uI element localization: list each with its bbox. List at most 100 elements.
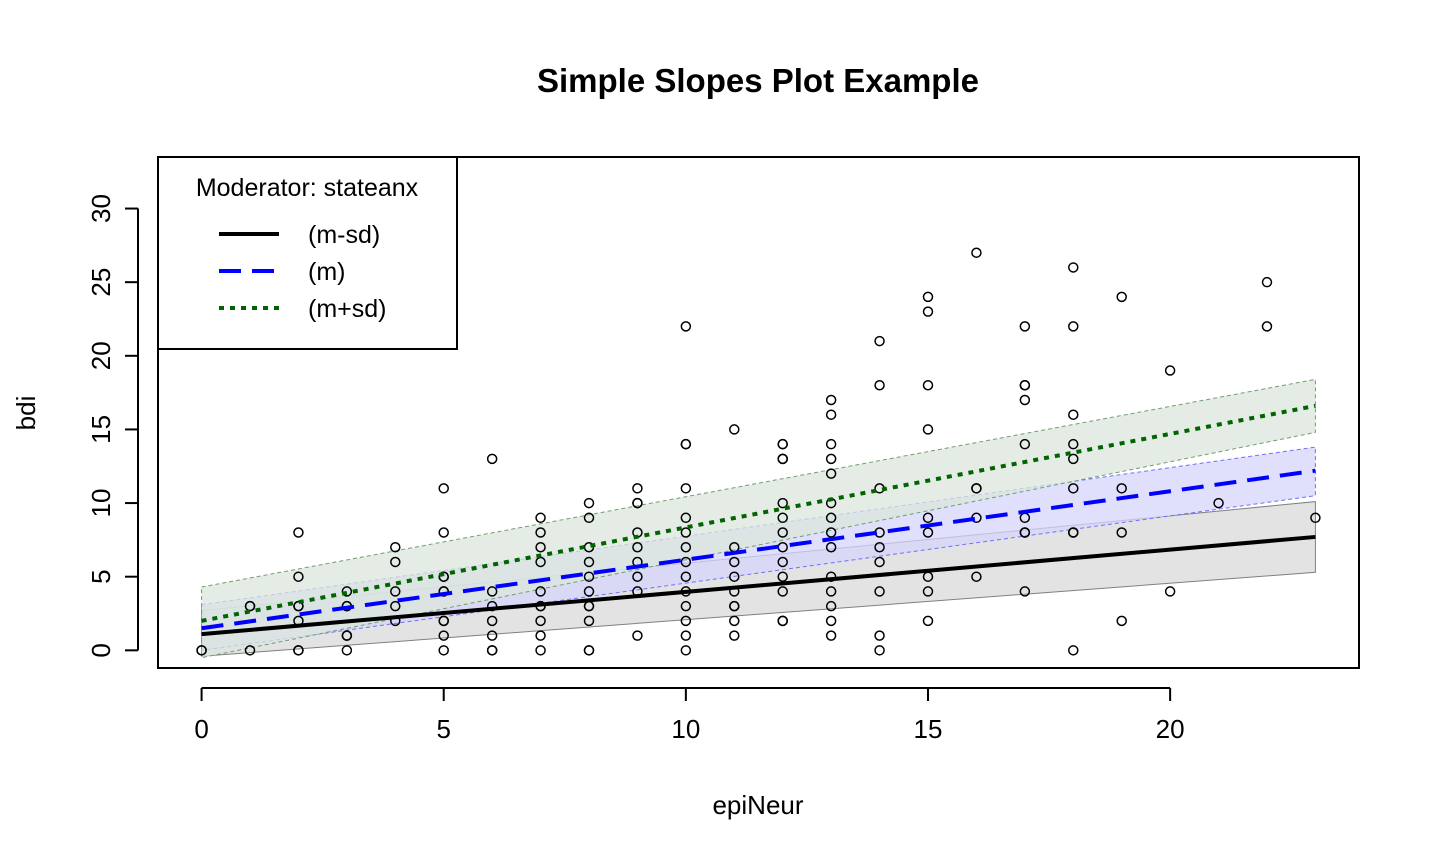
data-point [1068, 262, 1079, 273]
data-point [535, 512, 546, 524]
data-point [535, 645, 546, 656]
y-tick-label: 0 [86, 643, 116, 657]
data-point [632, 541, 643, 553]
y-tick-label: 25 [86, 268, 116, 297]
data-point [196, 645, 207, 656]
data-point [341, 586, 353, 597]
data-point [825, 409, 837, 420]
data-point [680, 541, 692, 553]
data-point [922, 512, 934, 524]
data-point [486, 615, 498, 627]
data-point [825, 453, 837, 465]
data-point [777, 527, 788, 538]
data-point [680, 321, 692, 332]
legend-label-2: (m) [308, 258, 345, 286]
data-point [680, 512, 692, 524]
data-point [1019, 321, 1031, 332]
legend-entries: (m-sd) (m) (m+sd) [219, 221, 386, 323]
data-point [680, 645, 692, 656]
data-point [922, 380, 934, 391]
data-point [1068, 483, 1079, 494]
data-point [1019, 586, 1031, 597]
data-point [1116, 615, 1127, 627]
data-point [1068, 645, 1079, 656]
data-point [680, 630, 692, 641]
data-point [874, 586, 885, 597]
scatter-points [196, 247, 1321, 656]
legend-label-1: (m-sd) [308, 221, 380, 249]
data-point [729, 556, 740, 568]
data-point [486, 453, 498, 465]
data-point [583, 586, 595, 597]
data-point [1213, 497, 1224, 509]
data-point [729, 630, 740, 641]
data-point [632, 630, 643, 641]
x-tick-label: 20 [1156, 714, 1185, 744]
y-tick-label: 15 [86, 415, 116, 444]
data-point [971, 483, 982, 494]
y-tick-label: 20 [86, 341, 116, 370]
data-point [1019, 394, 1031, 406]
data-point [825, 541, 837, 553]
x-tick-label: 5 [436, 714, 450, 744]
data-point [680, 556, 692, 568]
data-point [922, 306, 934, 317]
data-point [535, 586, 546, 597]
data-point [1068, 409, 1079, 420]
data-point [293, 600, 304, 612]
data-point [583, 645, 595, 656]
data-point [680, 527, 692, 538]
data-point [1019, 527, 1031, 538]
data-point [390, 556, 401, 568]
legend-box [157, 156, 458, 350]
data-point [777, 586, 788, 597]
y-axis: 0 5 10 15 20 25 30 [86, 194, 139, 658]
data-point [777, 615, 788, 627]
data-point [1068, 321, 1079, 332]
data-point [729, 571, 740, 582]
data-point [922, 291, 934, 303]
data-point [486, 630, 498, 641]
data-point [777, 497, 788, 509]
data-point [1068, 527, 1079, 538]
x-tick-label: 10 [671, 714, 700, 744]
data-point [632, 497, 643, 509]
data-point [680, 438, 692, 450]
data-point [874, 630, 885, 641]
data-point [874, 645, 885, 656]
data-point [438, 630, 449, 641]
slope-line-3 [201, 403, 1316, 623]
data-point [486, 586, 498, 597]
data-point [1068, 438, 1079, 450]
x-axis-label: epiNeur [712, 790, 803, 820]
data-point [583, 512, 595, 524]
data-point [341, 630, 353, 641]
data-point [535, 527, 546, 538]
data-point [583, 615, 595, 627]
data-point [1068, 453, 1079, 465]
x-axis: 0 5 10 15 20 [194, 687, 1185, 744]
data-point [390, 541, 401, 553]
data-point [729, 424, 740, 435]
data-point [777, 571, 788, 582]
data-point [825, 394, 837, 406]
slope-lines [201, 403, 1316, 637]
data-point [583, 497, 595, 509]
data-point [922, 424, 934, 435]
legend-title: Moderator: stateanx [196, 174, 419, 202]
data-point [777, 453, 788, 465]
confidence-bands [201, 378, 1316, 659]
data-point [874, 541, 885, 553]
data-point [1116, 527, 1127, 538]
data-point [293, 645, 304, 656]
data-point [341, 645, 353, 656]
y-tick-label: 5 [86, 569, 116, 583]
data-point [1116, 291, 1127, 303]
x-tick-label: 0 [194, 714, 208, 744]
slope-line-2 [201, 468, 1316, 631]
data-point [825, 527, 837, 538]
data-point [1310, 512, 1321, 524]
data-point [438, 483, 449, 494]
data-point [486, 645, 498, 656]
